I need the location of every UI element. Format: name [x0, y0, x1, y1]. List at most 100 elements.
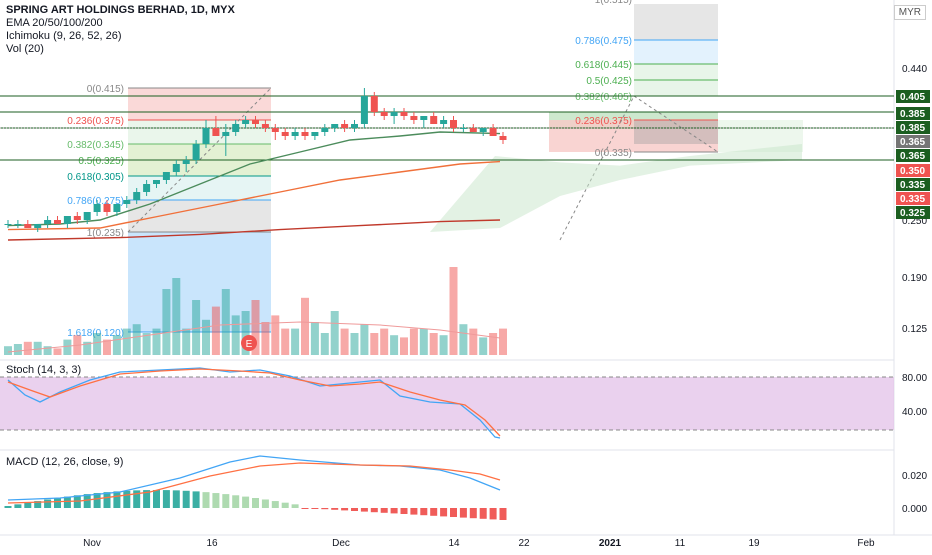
volume-bar: [122, 328, 131, 355]
macd-histogram-bar: [499, 508, 507, 520]
volume-bar: [310, 322, 319, 355]
fib-level-label: 0.618(0.445): [575, 60, 632, 71]
candle-body: [4, 224, 12, 225]
fib-level-label: 0(0.335): [595, 148, 632, 159]
volume-bar: [4, 346, 12, 355]
ichimoku-legend[interactable]: Ichimoku (9, 26, 52, 26): [6, 30, 122, 42]
macd-histogram-bar: [133, 490, 141, 508]
chart-title: SPRING ART HOLDINGS BERHAD, 1D, MYX: [6, 4, 235, 16]
stoch-d-line: [7, 368, 501, 437]
macd-histogram-bar: [232, 495, 240, 508]
candle-body: [351, 124, 358, 128]
volume-legend[interactable]: Vol (20): [6, 43, 44, 55]
volume-bar: [479, 337, 488, 355]
volume-bar: [489, 333, 498, 355]
macd-histogram-bar: [182, 490, 190, 508]
volume-bar: [182, 328, 191, 355]
volume-bar: [142, 333, 151, 355]
candle-body: [331, 124, 339, 128]
macd-histogram-bar: [341, 508, 349, 511]
fib-zone: [128, 176, 271, 200]
volume-bar: [400, 337, 408, 355]
fib-level-label: 1(0.515): [595, 0, 632, 6]
price-badge-label: 0.385: [900, 109, 925, 120]
macd-histogram-bar: [360, 508, 368, 512]
candle-body: [291, 132, 299, 136]
candle-body: [261, 124, 269, 128]
macd-histogram-bar: [34, 501, 42, 508]
candle-body: [133, 192, 141, 200]
macd-histogram-bar: [63, 496, 71, 508]
volume-bar: [281, 328, 290, 355]
earnings-marker: [241, 335, 257, 351]
volume-bar: [211, 306, 220, 355]
macd-histogram-bar: [54, 498, 61, 508]
price-badge: [896, 206, 930, 219]
fib-level-label: 0.382(0.405): [575, 92, 632, 103]
volume-bar: [162, 289, 171, 355]
time-tick-label: 16: [206, 538, 218, 549]
macd-legend[interactable]: MACD (12, 26, close, 9): [6, 456, 124, 468]
fib-level-label: 0.5(0.325): [78, 156, 124, 167]
candle-body: [162, 172, 170, 180]
fib-zone: [128, 88, 271, 120]
fib-trend-line: [633, 95, 719, 153]
candle-body: [370, 96, 378, 112]
fib-level-label: 0.5(0.425): [586, 76, 632, 87]
candle-body: [14, 224, 22, 225]
stoch-legend[interactable]: Stoch (14, 3, 3): [6, 364, 82, 376]
volume-bar: [380, 328, 389, 355]
macd-histogram-bar: [113, 491, 121, 508]
macd-histogram-bar: [370, 508, 378, 513]
candle-body: [212, 128, 220, 136]
ema-legend[interactable]: EMA 20/50/100/200: [6, 17, 103, 29]
macd-histogram-bar: [24, 502, 32, 508]
currency-button[interactable]: MYR: [893, 5, 926, 20]
macd-histogram-bar: [301, 508, 309, 509]
ema100-line: [7, 219, 501, 241]
price-badge-label: 0.335: [900, 194, 925, 205]
macd-histogram-bar: [390, 508, 398, 514]
fib-zone: [634, 4, 718, 40]
fib-level-label: 0(0.415): [87, 84, 124, 95]
fib-zone: [634, 40, 718, 64]
fib-level-label: 0.786(0.475): [575, 36, 632, 47]
macd-histogram-bar: [479, 508, 487, 519]
macd-histogram-bar: [410, 508, 418, 515]
candle-body: [232, 124, 240, 132]
macd-histogram-bar: [281, 502, 289, 508]
volume-bar: [103, 339, 111, 355]
candle-body: [430, 116, 438, 124]
candle-body: [281, 132, 289, 136]
volume-bar: [340, 328, 349, 355]
price-badge: [896, 135, 930, 148]
candle-body: [380, 112, 388, 116]
volume-bar: [499, 328, 507, 355]
volume-bar: [53, 348, 62, 355]
volume-bar: [350, 333, 359, 355]
macd-histogram-bar: [380, 508, 388, 513]
candle-body: [24, 224, 32, 228]
macd-histogram-bar: [291, 504, 299, 508]
macd-tick-label: 0.020: [902, 471, 927, 482]
macd-histogram-bar: [44, 499, 52, 508]
time-tick-label: Nov: [83, 538, 101, 549]
volume-bar: [439, 335, 448, 355]
earnings-marker-label: E: [246, 339, 253, 350]
macd-line: [7, 455, 501, 501]
price-badge: [896, 178, 930, 191]
chart-legend: SPRING ART HOLDINGS BERHAD, 1D, MYX EMA …: [6, 4, 235, 56]
time-tick-label: 19: [748, 538, 760, 549]
candle-body: [103, 204, 111, 212]
volume-bar: [132, 324, 141, 355]
volume-bar: [93, 333, 102, 355]
macd-histogram-bar: [400, 508, 408, 514]
price-badge-label: 0.385: [900, 123, 925, 134]
macd-histogram-bar: [252, 498, 259, 508]
macd-histogram-bar: [143, 490, 151, 508]
stoch-tick-label: 80.00: [902, 373, 927, 384]
price-badge: [896, 121, 930, 134]
candle-body: [301, 132, 309, 136]
candle-body: [93, 204, 101, 212]
